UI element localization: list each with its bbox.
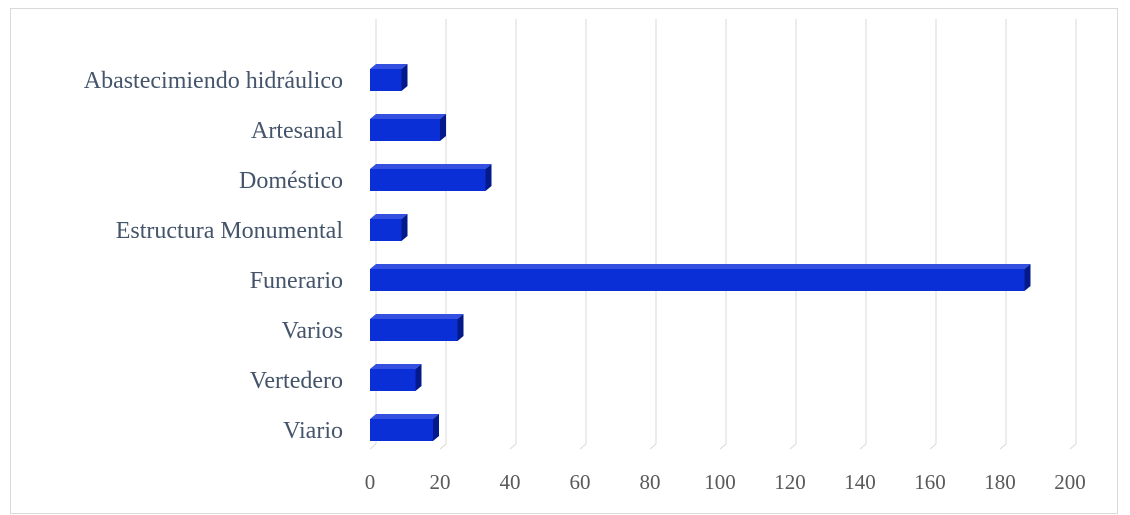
- gridline-floor: [1069, 443, 1077, 450]
- x-tick-label: 200: [1054, 470, 1086, 494]
- x-tick-label: 0: [365, 470, 376, 494]
- gridline-floor: [369, 443, 377, 450]
- bar: [370, 164, 492, 191]
- x-tick-label: 120: [774, 470, 806, 494]
- gridline-floor: [789, 443, 797, 450]
- x-tick-label: 160: [914, 470, 946, 494]
- category-label: Abastecimiendo hidráulico: [84, 68, 343, 94]
- category-label: Doméstico: [239, 168, 343, 194]
- gridline-floor: [439, 443, 447, 450]
- x-tick-label: 20: [430, 470, 451, 494]
- gridline-floor: [649, 443, 657, 450]
- bar: [370, 214, 408, 241]
- category-labels: Abastecimiendo hidráulico Artesanal Domést…: [84, 68, 344, 444]
- gridline-floor: [719, 443, 727, 450]
- bar: [370, 264, 1031, 291]
- bar: [370, 114, 446, 141]
- category-label: Viario: [283, 418, 343, 444]
- gridline-floor: [999, 443, 1007, 450]
- gridlines: [369, 19, 1077, 450]
- x-tick-label: 60: [570, 470, 591, 494]
- x-tick-label: 140: [844, 470, 876, 494]
- bar-chart: Abastecimiendo hidráulico Artesanal Domést…: [84, 19, 1086, 494]
- category-label: Estructura Monumental: [116, 218, 344, 244]
- category-label: Funerario: [250, 268, 343, 294]
- x-tick-label: 180: [984, 470, 1016, 494]
- category-label: Artesanal: [251, 118, 343, 144]
- bar: [370, 314, 464, 341]
- gridline-floor: [509, 443, 517, 450]
- x-tick-label: 40: [500, 470, 521, 494]
- bar: [370, 64, 408, 91]
- bars: [370, 64, 1031, 441]
- category-label: Vertedero: [250, 368, 343, 394]
- bar: [370, 364, 422, 391]
- gridline-floor: [579, 443, 587, 450]
- x-tick-label: 80: [640, 470, 661, 494]
- chart-container: Abastecimiendo hidráulico Artesanal Domést…: [10, 8, 1118, 514]
- x-tick-label: 100: [704, 470, 736, 494]
- x-tick-labels: 0 20 40 60 80 100 120 140 160 180 200: [365, 470, 1086, 494]
- gridline-floor: [859, 443, 867, 450]
- gridline-floor: [929, 443, 937, 450]
- bar: [370, 414, 439, 441]
- category-label: Varios: [282, 318, 343, 344]
